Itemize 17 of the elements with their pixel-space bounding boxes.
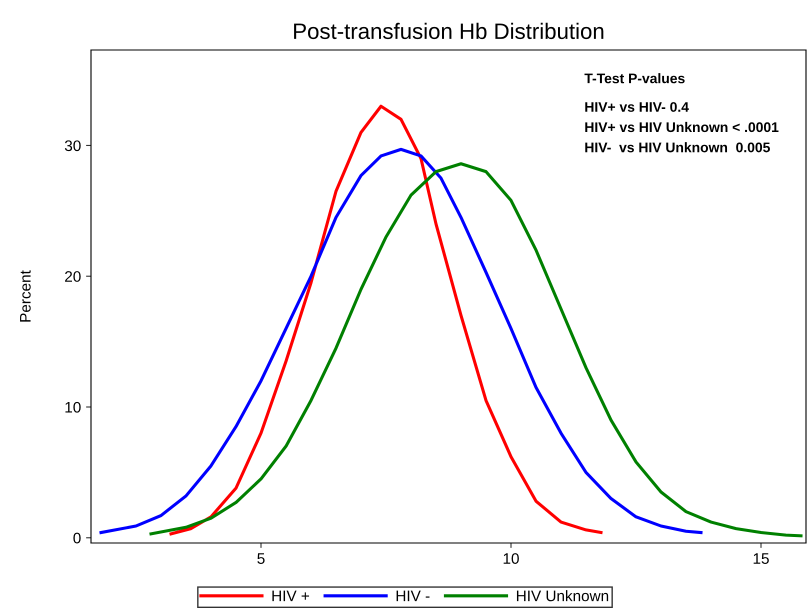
annotation: HIV+ vs HIV Unknown < .0001 <box>585 122 778 132</box>
line-series <box>149 162 803 538</box>
x-tick-label: 5 <box>257 553 265 564</box>
legend-label: HIV Unknown <box>516 590 608 602</box>
y-tick-label: 10 <box>65 402 81 413</box>
y-tick-label: 20 <box>65 271 81 282</box>
y-axis-title: Percent <box>20 270 31 322</box>
x-tick-label: 10 <box>504 553 519 564</box>
legend-label: HIV - <box>396 590 430 602</box>
y-tick-label: 30 <box>64 140 81 152</box>
chart-title: Post-transfusion Hb Distribution <box>294 22 604 40</box>
x-tick-label: 15 <box>754 553 769 564</box>
annotation: T-Test P-values <box>584 73 685 84</box>
legend-label: HIV + <box>272 590 310 602</box>
y-tick-label: 0 <box>73 532 81 544</box>
annotation: HIV- vs HIV Unknown 0.005 <box>585 142 770 152</box>
annotation: HIV+ vs HIV- 0.4 <box>585 102 689 112</box>
